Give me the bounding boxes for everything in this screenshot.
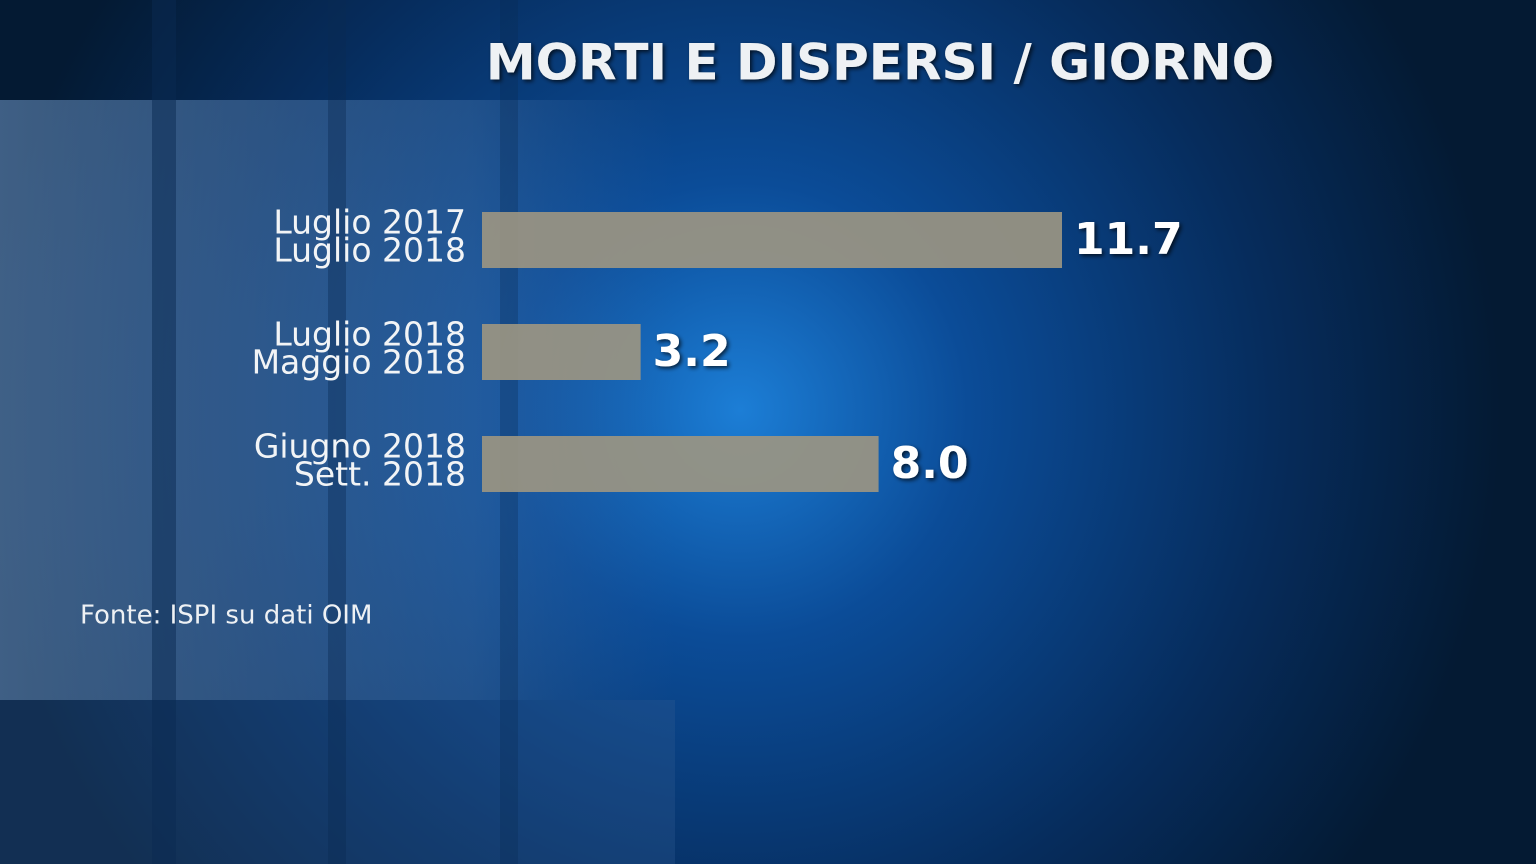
stripe [152, 0, 176, 864]
category-label: Maggio 2018 [252, 343, 466, 382]
category-label: Luglio 2018 [273, 231, 466, 270]
chart-title: MORTI E DISPERSI / GIORNO [486, 34, 1274, 92]
category-label: Giugno 2018 [254, 427, 466, 466]
bar [482, 212, 1062, 268]
category-label: Luglio 2017 [273, 203, 466, 242]
category-label: Luglio 2018 [273, 315, 466, 354]
bar [482, 436, 879, 492]
value-label: 8.0 [891, 438, 969, 489]
source-note: Fonte: ISPI su dati OIM [80, 601, 372, 631]
category-label: Sett. 2018 [294, 455, 466, 494]
stripe [500, 0, 518, 864]
water-overlay [0, 700, 675, 864]
photo-overlay [0, 100, 675, 700]
bar [482, 324, 641, 380]
stripe [328, 0, 346, 864]
value-label: 3.2 [653, 326, 731, 377]
value-label: 11.7 [1074, 214, 1183, 265]
